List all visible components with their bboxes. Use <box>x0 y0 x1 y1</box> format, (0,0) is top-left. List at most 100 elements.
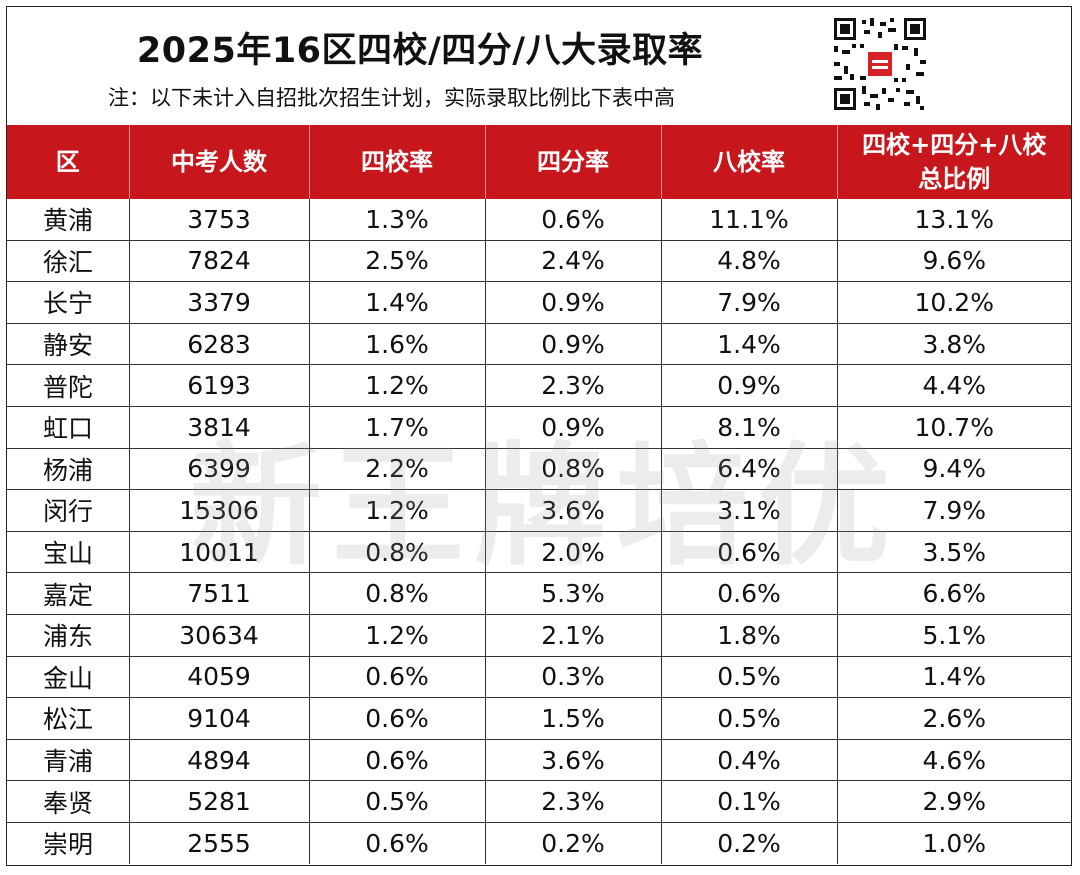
cell-exam-count: 5281 <box>129 780 310 823</box>
table-row: 闵行 15306 1.2% 3.6% 3.1% 7.9% <box>7 489 1071 532</box>
cell-exam-count: 3753 <box>129 199 310 241</box>
cell-district: 闵行 <box>7 489 130 532</box>
note-text: 注：以下未计入自招批次招生计划，实际录取比例比下表中高 <box>108 86 675 110</box>
cell-four-branch-rate: 0.9% <box>485 323 662 366</box>
cell-four-school-rate: 1.2% <box>309 614 486 657</box>
page-frame <box>6 6 1072 866</box>
col-header-total-line2: 总比例 <box>918 165 991 193</box>
col-header-four-branch-rate: 四分率 <box>485 125 662 199</box>
table-row: 奉贤 5281 0.5% 2.3% 0.1% 2.9% <box>7 780 1071 823</box>
col-header-district: 区 <box>7 125 130 199</box>
cell-district: 普陀 <box>7 364 130 407</box>
cell-eight-school-rate: 0.4% <box>661 739 838 782</box>
cell-district: 黄浦 <box>7 199 130 241</box>
cell-total-ratio: 3.5% <box>837 531 1071 574</box>
table-row: 浦东 30634 1.2% 2.1% 1.8% 5.1% <box>7 614 1071 657</box>
table-row: 金山 4059 0.6% 0.3% 0.5% 1.4% <box>7 656 1071 699</box>
cell-eight-school-rate: 0.1% <box>661 780 838 823</box>
cell-exam-count: 6283 <box>129 323 310 366</box>
table-row: 崇明 2555 0.6% 0.2% 0.2% 1.0% <box>7 822 1071 864</box>
cell-four-branch-rate: 2.3% <box>485 780 662 823</box>
cell-total-ratio: 7.9% <box>837 489 1071 532</box>
qr-code <box>830 14 930 114</box>
table-row: 徐汇 7824 2.5% 2.4% 4.8% 9.6% <box>7 240 1071 283</box>
cell-total-ratio: 4.6% <box>837 739 1071 782</box>
cell-district: 青浦 <box>7 739 130 782</box>
cell-four-school-rate: 1.6% <box>309 323 486 366</box>
cell-eight-school-rate: 3.1% <box>661 489 838 532</box>
cell-four-branch-rate: 3.6% <box>485 739 662 782</box>
cell-eight-school-rate: 7.9% <box>661 281 838 324</box>
col-header-four-school-rate: 四校率 <box>309 125 486 199</box>
cell-eight-school-rate: 1.4% <box>661 323 838 366</box>
cell-four-school-rate: 1.2% <box>309 364 486 407</box>
cell-exam-count: 9104 <box>129 697 310 740</box>
cell-four-school-rate: 1.3% <box>309 199 486 241</box>
cell-exam-count: 7824 <box>129 240 310 283</box>
cell-four-branch-rate: 2.3% <box>485 364 662 407</box>
cell-eight-school-rate: 0.5% <box>661 697 838 740</box>
cell-exam-count: 10011 <box>129 531 310 574</box>
col-header-exam-count: 中考人数 <box>129 125 310 199</box>
cell-eight-school-rate: 0.6% <box>661 572 838 615</box>
cell-exam-count: 4059 <box>129 656 310 699</box>
cell-total-ratio: 2.6% <box>837 697 1071 740</box>
col-header-total-ratio: 四校+四分+八校 总比例 <box>837 125 1071 199</box>
cell-exam-count: 15306 <box>129 489 310 532</box>
cell-exam-count: 4894 <box>129 739 310 782</box>
cell-four-branch-rate: 0.8% <box>485 448 662 491</box>
col-header-total-line1: 四校+四分+八校 <box>862 131 1047 159</box>
cell-district: 宝山 <box>7 531 130 574</box>
admission-rate-table: 区 中考人数 四校率 四分率 八校率 四校+四分+八校 总比例 黄浦 3753 1.… <box>7 125 1071 864</box>
cell-district: 杨浦 <box>7 448 130 491</box>
table-row: 青浦 4894 0.6% 3.6% 0.4% 4.6% <box>7 739 1071 782</box>
table-header-row: 区 中考人数 四校率 四分率 八校率 四校+四分+八校 总比例 <box>7 125 1071 199</box>
cell-total-ratio: 1.4% <box>837 656 1071 699</box>
cell-district: 长宁 <box>7 281 130 324</box>
cell-total-ratio: 10.7% <box>837 406 1071 449</box>
cell-exam-count: 6399 <box>129 448 310 491</box>
table-row: 虹口 3814 1.7% 0.9% 8.1% 10.7% <box>7 406 1071 449</box>
table-row: 松江 9104 0.6% 1.5% 0.5% 2.6% <box>7 697 1071 740</box>
cell-district: 嘉定 <box>7 572 130 615</box>
cell-exam-count: 3379 <box>129 281 310 324</box>
cell-four-school-rate: 1.7% <box>309 406 486 449</box>
cell-district: 徐汇 <box>7 240 130 283</box>
cell-district: 静安 <box>7 323 130 366</box>
cell-four-school-rate: 0.6% <box>309 697 486 740</box>
cell-total-ratio: 1.0% <box>922 828 986 858</box>
cell-four-branch-rate: 3.6% <box>485 489 662 532</box>
col-header-eight-school-rate: 八校率 <box>661 125 838 199</box>
cell-total-ratio: 5.1% <box>837 614 1071 657</box>
cell-four-school-rate: 2.2% <box>309 448 486 491</box>
cell-district: 金山 <box>7 656 130 699</box>
table-row: 嘉定 7511 0.8% 5.3% 0.6% 6.6% <box>7 572 1071 615</box>
cell-eight-school-rate: 1.8% <box>661 614 838 657</box>
cell-eight-school-rate: 0.9% <box>661 364 838 407</box>
cell-four-school-rate: 0.5% <box>309 780 486 823</box>
cell-district: 虹口 <box>7 406 130 449</box>
cell-eight-school-rate: 4.8% <box>661 240 838 283</box>
table-row: 普陀 6193 1.2% 2.3% 0.9% 4.4% <box>7 364 1071 407</box>
cell-district: 奉贤 <box>7 780 130 823</box>
cell-exam-count: 6193 <box>129 364 310 407</box>
cell-district: 崇明 <box>7 822 130 864</box>
cell-eight-school-rate: 8.1% <box>661 406 838 449</box>
cell-four-branch-rate: 2.0% <box>485 531 662 574</box>
cell-total-ratio: 4.4% <box>837 364 1071 407</box>
cell-eight-school-rate: 0.5% <box>661 656 838 699</box>
cell-total-ratio: 13.1% <box>837 199 1071 241</box>
cell-eight-school-rate: 0.6% <box>661 531 838 574</box>
cell-total-ratio: 3.8% <box>837 323 1071 366</box>
cell-eight-school-rate: 0.2% <box>661 822 838 864</box>
cell-eight-school-rate: 6.4% <box>661 448 838 491</box>
table-row: 静安 6283 1.6% 0.9% 1.4% 3.8% <box>7 323 1071 366</box>
cell-exam-count: 7511 <box>129 572 310 615</box>
cell-four-school-rate: 0.8% <box>309 572 486 615</box>
cell-four-school-rate: 1.4% <box>309 281 486 324</box>
cell-eight-school-rate: 11.1% <box>661 199 838 241</box>
cell-four-school-rate: 1.2% <box>309 489 486 532</box>
cell-four-school-rate: 2.5% <box>309 240 486 283</box>
cell-four-branch-rate: 2.1% <box>485 614 662 657</box>
cell-four-branch-rate: 5.3% <box>485 572 662 615</box>
